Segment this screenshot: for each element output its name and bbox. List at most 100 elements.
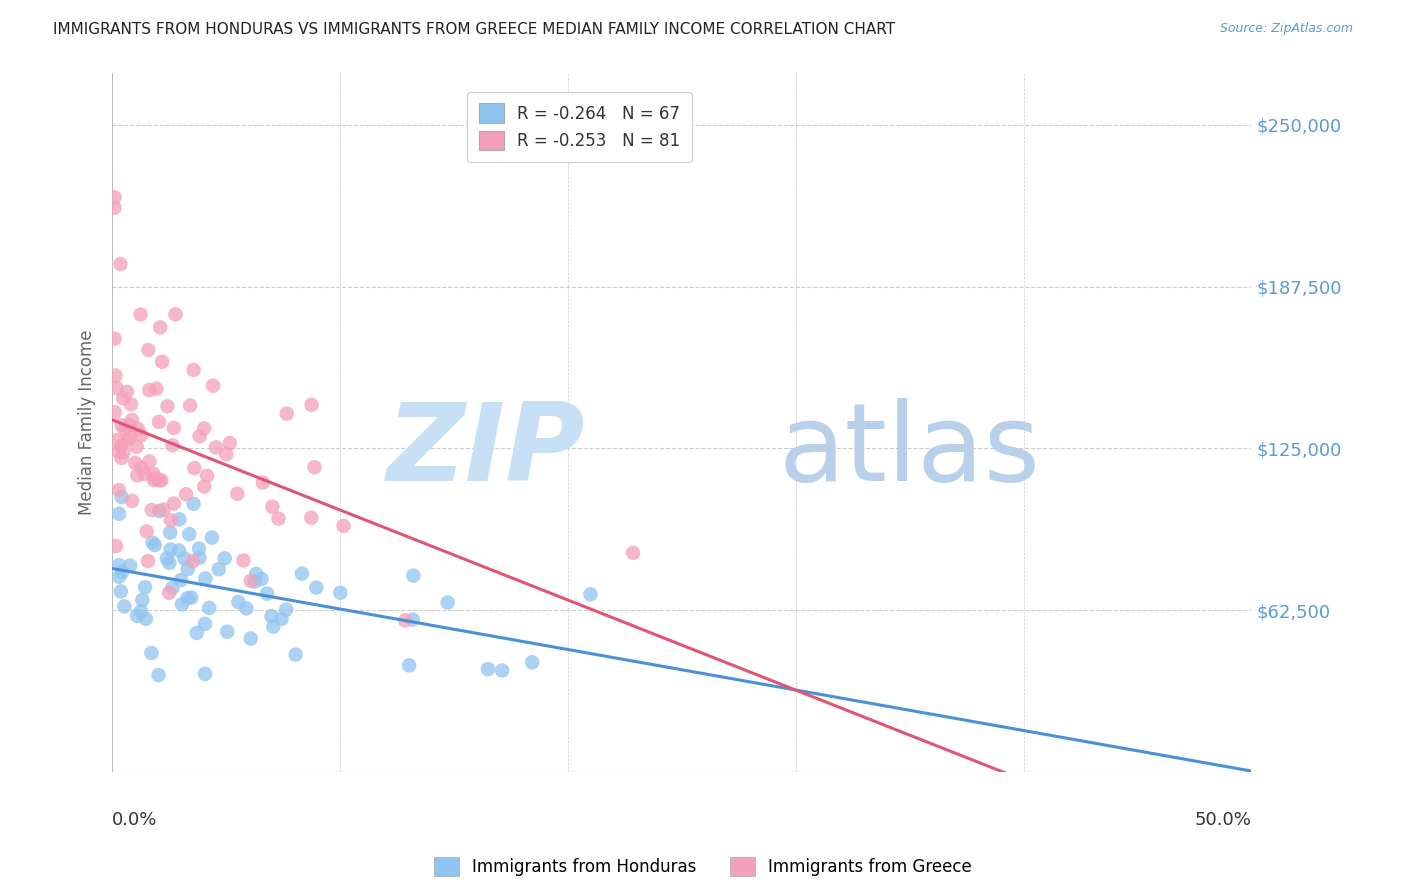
Point — [129, 307, 152, 321]
Point — [135, 524, 157, 539]
Point — [522, 655, 544, 669]
Point — [183, 363, 205, 377]
Point — [284, 648, 307, 662]
Point — [579, 587, 602, 601]
Point — [110, 257, 132, 271]
Point — [110, 490, 132, 504]
Point — [162, 438, 184, 452]
Point — [142, 467, 165, 481]
Point — [270, 612, 292, 626]
Point — [194, 667, 217, 681]
Point — [232, 553, 254, 567]
Point — [142, 473, 165, 487]
Point — [160, 513, 183, 527]
Point — [169, 512, 191, 526]
Point — [157, 586, 180, 600]
Point — [195, 468, 218, 483]
Point — [129, 428, 152, 442]
Point — [107, 444, 129, 458]
Point — [170, 573, 193, 587]
Point — [201, 531, 224, 545]
Point — [108, 558, 131, 573]
Point — [156, 399, 179, 413]
Point — [110, 584, 132, 599]
Point — [394, 614, 416, 628]
Point — [193, 421, 215, 435]
Point — [301, 398, 323, 412]
Legend: R = -0.264   N = 67, R = -0.253   N = 81: R = -0.264 N = 67, R = -0.253 N = 81 — [467, 92, 692, 162]
Point — [105, 381, 128, 395]
Point — [243, 574, 266, 589]
Text: ZIP: ZIP — [387, 398, 585, 504]
Point — [115, 384, 138, 399]
Point — [208, 562, 231, 576]
Point — [402, 568, 425, 582]
Point — [174, 487, 197, 501]
Point — [159, 525, 181, 540]
Point — [111, 418, 134, 433]
Point — [176, 591, 198, 606]
Point — [173, 551, 195, 566]
Point — [163, 421, 186, 435]
Text: IMMIGRANTS FROM HONDURAS VS IMMIGRANTS FROM GREECE MEDIAN FAMILY INCOME CORRELAT: IMMIGRANTS FROM HONDURAS VS IMMIGRANTS F… — [53, 22, 896, 37]
Point — [148, 415, 170, 429]
Point — [108, 483, 131, 497]
Point — [134, 580, 156, 594]
Point — [205, 441, 228, 455]
Point — [112, 422, 135, 436]
Point — [262, 500, 284, 514]
Point — [150, 474, 173, 488]
Text: Source: ZipAtlas.com: Source: ZipAtlas.com — [1219, 22, 1353, 36]
Point — [104, 368, 127, 383]
Point — [329, 585, 352, 599]
Point — [157, 556, 180, 570]
Point — [145, 382, 167, 396]
Point — [117, 433, 139, 447]
Point — [239, 632, 262, 646]
Point — [226, 487, 249, 501]
Point — [159, 542, 181, 557]
Point — [194, 572, 217, 586]
Point — [129, 604, 152, 618]
Point — [112, 445, 135, 459]
Point — [138, 383, 160, 397]
Point — [202, 378, 225, 392]
Point — [398, 658, 420, 673]
Point — [124, 456, 146, 470]
Point — [491, 664, 513, 678]
Point — [148, 668, 170, 682]
Point — [149, 320, 172, 334]
Point — [104, 332, 127, 346]
Point — [131, 460, 153, 475]
Point — [110, 439, 132, 453]
Point — [120, 558, 142, 573]
Point — [181, 554, 204, 568]
Point — [118, 418, 141, 433]
Point — [112, 391, 135, 405]
Text: 0.0%: 0.0% — [112, 811, 157, 829]
Point — [621, 546, 644, 560]
Point — [188, 429, 211, 443]
Y-axis label: Median Family Income: Median Family Income — [79, 330, 96, 516]
Point — [170, 597, 193, 611]
Point — [156, 551, 179, 566]
Point — [188, 541, 211, 556]
Point — [276, 407, 298, 421]
Point — [179, 527, 201, 541]
Point — [136, 554, 159, 568]
Point — [276, 602, 298, 616]
Point — [103, 190, 125, 204]
Point — [198, 600, 221, 615]
Point — [134, 467, 156, 481]
Point — [162, 581, 184, 595]
Text: 50.0%: 50.0% — [1195, 811, 1251, 829]
Point — [121, 494, 143, 508]
Point — [262, 620, 284, 634]
Point — [141, 646, 163, 660]
Point — [305, 581, 328, 595]
Point — [150, 355, 173, 369]
Point — [148, 473, 170, 487]
Point — [245, 566, 267, 581]
Point — [121, 413, 143, 427]
Point — [120, 397, 142, 411]
